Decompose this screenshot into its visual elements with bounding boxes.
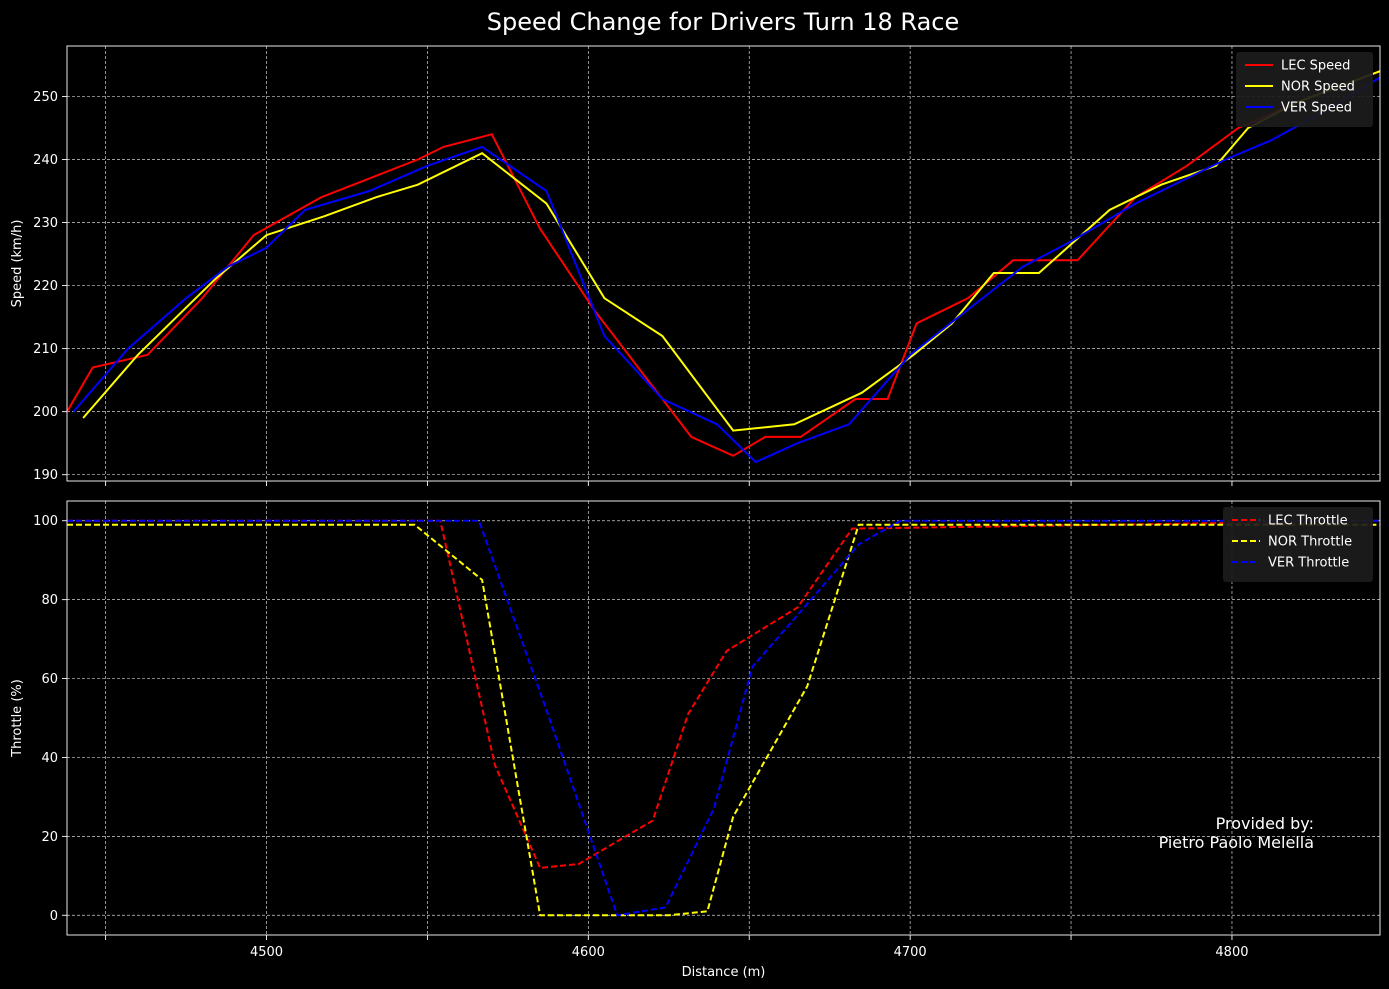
series-line-nor-throttle <box>67 523 1380 917</box>
y-tick-label: 40 <box>41 751 58 766</box>
y-tick-label: 200 <box>33 405 58 420</box>
y-tick-label: 60 <box>41 672 58 687</box>
y-tick-label: 0 <box>50 909 58 924</box>
speed-panel: 190 200 210 220 230 240 250 Speed (km/h) LEC Spe… <box>10 45 1381 486</box>
legend-box <box>1236 52 1373 127</box>
legend-entry: LEC Throttle <box>1268 514 1348 529</box>
y-axis-label: Throttle (%) <box>10 679 25 758</box>
chart-title: Speed Change for Drivers Turn 18 Race <box>487 8 960 36</box>
y-tick-label: 230 <box>33 216 58 231</box>
legend-entry: VER Speed <box>1281 101 1352 116</box>
y-axis-label: Speed (km/h) <box>10 220 25 308</box>
y-tick-label: 210 <box>33 342 58 357</box>
y-tick-label: 20 <box>41 830 58 845</box>
throttle-panel: 4500 4600 4700 4800 0 20 40 60 80 100 Throttle (%)… <box>10 500 1381 980</box>
y-tick-label: 240 <box>33 153 58 168</box>
y-tick-label: 250 <box>33 90 58 105</box>
plot-frame <box>66 500 1381 936</box>
legend-entry: VER Throttle <box>1268 556 1349 571</box>
legend: LEC Speed NOR Speed VER Speed <box>1236 52 1373 127</box>
y-tick-label: 100 <box>33 514 58 529</box>
plot-frame <box>66 45 1381 482</box>
legend-entry: LEC Speed <box>1281 59 1350 74</box>
x-tick-label: 4800 <box>1215 945 1248 960</box>
series-line-lec-speed <box>67 70 1380 457</box>
credit-line-1: Provided by: <box>1216 814 1314 833</box>
series-line-lec-throttle <box>67 519 1380 869</box>
x-tick-label: 4600 <box>572 945 605 960</box>
x-tick-label: 4500 <box>250 945 283 960</box>
legend: LEC Throttle NOR Throttle VER Throttle <box>1223 507 1373 582</box>
y-tick-label: 220 <box>33 279 58 294</box>
y-tick-label: 80 <box>41 593 58 608</box>
series-line-nor-speed <box>82 70 1380 432</box>
x-axis-label: Distance (m) <box>682 965 766 980</box>
y-tick-label: 190 <box>33 468 58 483</box>
series-line-ver-throttle <box>67 519 1380 917</box>
legend-box <box>1223 507 1373 582</box>
series-line-ver-speed <box>72 76 1380 464</box>
x-tick-label: 4700 <box>894 945 927 960</box>
credit-annotation: Provided by: Pietro Paolo Melella <box>1159 814 1314 852</box>
legend-entry: NOR Speed <box>1281 80 1355 95</box>
credit-line-2: Pietro Paolo Melella <box>1159 833 1314 852</box>
legend-entry: NOR Throttle <box>1268 535 1352 550</box>
